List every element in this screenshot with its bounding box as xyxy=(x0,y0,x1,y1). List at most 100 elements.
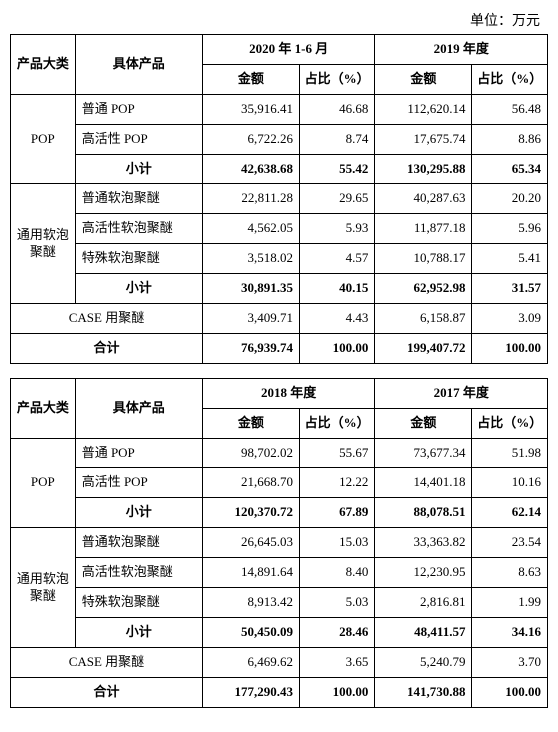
product-cell: 普通软泡聚醚 xyxy=(75,528,202,558)
total-label: 合计 xyxy=(11,333,203,363)
amount-cell: 6,722.26 xyxy=(202,124,299,154)
col-amount: 金额 xyxy=(375,408,472,438)
col-category: 产品大类 xyxy=(11,378,76,438)
col-period1: 2020 年 1-6 月 xyxy=(202,35,375,65)
case-row: CASE 用聚醚3,409.714.436,158.873.09 xyxy=(11,304,548,334)
unit-label: 单位：万元 xyxy=(10,10,548,30)
percent-cell: 65.34 xyxy=(472,154,548,184)
amount-cell: 42,638.68 xyxy=(202,154,299,184)
percent-cell: 8.74 xyxy=(299,124,374,154)
percent-cell: 34.16 xyxy=(472,617,548,647)
amount-cell: 12,230.95 xyxy=(375,558,472,588)
amount-cell: 98,702.02 xyxy=(202,438,299,468)
subtotal-label: 小计 xyxy=(75,274,202,304)
col-percent: 占比（%） xyxy=(299,408,374,438)
product-cell: 普通 POP xyxy=(75,94,202,124)
percent-cell: 100.00 xyxy=(299,677,374,707)
col-percent: 占比（%） xyxy=(299,64,374,94)
amount-cell: 30,891.35 xyxy=(202,274,299,304)
percent-cell: 5.41 xyxy=(472,244,548,274)
percent-cell: 12.22 xyxy=(299,468,374,498)
col-period1: 2018 年度 xyxy=(202,378,375,408)
amount-cell: 141,730.88 xyxy=(375,677,472,707)
amount-cell: 6,469.62 xyxy=(202,647,299,677)
amount-cell: 6,158.87 xyxy=(375,304,472,334)
product-cell: 特殊软泡聚醚 xyxy=(75,244,202,274)
subtotal-label: 小计 xyxy=(75,154,202,184)
percent-cell: 4.57 xyxy=(299,244,374,274)
percent-cell: 31.57 xyxy=(472,274,548,304)
amount-cell: 40,287.63 xyxy=(375,184,472,214)
case-label: CASE 用聚醚 xyxy=(11,304,203,334)
amount-cell: 120,370.72 xyxy=(202,498,299,528)
data-table: 产品大类具体产品2018 年度2017 年度金额占比（%）金额占比（%）POP普… xyxy=(10,378,548,708)
col-percent: 占比（%） xyxy=(472,408,548,438)
percent-cell: 4.43 xyxy=(299,304,374,334)
percent-cell: 100.00 xyxy=(299,333,374,363)
total-row: 合计177,290.43100.00141,730.88100.00 xyxy=(11,677,548,707)
table-row: 通用软泡聚醚普通软泡聚醚26,645.0315.0333,363.8223.54 xyxy=(11,528,548,558)
amount-cell: 88,078.51 xyxy=(375,498,472,528)
percent-cell: 8.63 xyxy=(472,558,548,588)
total-row: 合计76,939.74100.00199,407.72100.00 xyxy=(11,333,548,363)
amount-cell: 73,677.34 xyxy=(375,438,472,468)
product-cell: 普通 POP xyxy=(75,438,202,468)
amount-cell: 199,407.72 xyxy=(375,333,472,363)
table-row: 高活性 POP6,722.268.7417,675.748.86 xyxy=(11,124,548,154)
table-row: 特殊软泡聚醚8,913.425.032,816.811.99 xyxy=(11,588,548,618)
amount-cell: 130,295.88 xyxy=(375,154,472,184)
category-cell: POP xyxy=(11,438,76,528)
percent-cell: 100.00 xyxy=(472,677,548,707)
percent-cell: 5.96 xyxy=(472,214,548,244)
product-cell: 普通软泡聚醚 xyxy=(75,184,202,214)
percent-cell: 55.67 xyxy=(299,438,374,468)
data-table: 产品大类具体产品2020 年 1-6 月2019 年度金额占比（%）金额占比（%… xyxy=(10,34,548,364)
col-amount: 金额 xyxy=(375,64,472,94)
col-amount: 金额 xyxy=(202,408,299,438)
col-category: 产品大类 xyxy=(11,35,76,95)
amount-cell: 33,363.82 xyxy=(375,528,472,558)
percent-cell: 29.65 xyxy=(299,184,374,214)
percent-cell: 67.89 xyxy=(299,498,374,528)
total-label: 合计 xyxy=(11,677,203,707)
percent-cell: 40.15 xyxy=(299,274,374,304)
table-row: 高活性软泡聚醚14,891.648.4012,230.958.63 xyxy=(11,558,548,588)
col-percent: 占比（%） xyxy=(472,64,548,94)
amount-cell: 48,411.57 xyxy=(375,617,472,647)
amount-cell: 26,645.03 xyxy=(202,528,299,558)
amount-cell: 2,816.81 xyxy=(375,588,472,618)
amount-cell: 14,401.18 xyxy=(375,468,472,498)
amount-cell: 177,290.43 xyxy=(202,677,299,707)
amount-cell: 35,916.41 xyxy=(202,94,299,124)
amount-cell: 10,788.17 xyxy=(375,244,472,274)
subtotal-label: 小计 xyxy=(75,498,202,528)
amount-cell: 11,877.18 xyxy=(375,214,472,244)
col-amount: 金额 xyxy=(202,64,299,94)
amount-cell: 3,409.71 xyxy=(202,304,299,334)
percent-cell: 55.42 xyxy=(299,154,374,184)
percent-cell: 10.16 xyxy=(472,468,548,498)
percent-cell: 100.00 xyxy=(472,333,548,363)
amount-cell: 5,240.79 xyxy=(375,647,472,677)
table-row: 高活性软泡聚醚4,562.055.9311,877.185.96 xyxy=(11,214,548,244)
category-cell: 通用软泡聚醚 xyxy=(11,528,76,648)
amount-cell: 8,913.42 xyxy=(202,588,299,618)
case-row: CASE 用聚醚6,469.623.655,240.793.70 xyxy=(11,647,548,677)
amount-cell: 3,518.02 xyxy=(202,244,299,274)
amount-cell: 22,811.28 xyxy=(202,184,299,214)
percent-cell: 28.46 xyxy=(299,617,374,647)
product-cell: 高活性 POP xyxy=(75,124,202,154)
percent-cell: 56.48 xyxy=(472,94,548,124)
subtotal-label: 小计 xyxy=(75,617,202,647)
subtotal-row: 小计50,450.0928.4648,411.5734.16 xyxy=(11,617,548,647)
product-cell: 特殊软泡聚醚 xyxy=(75,588,202,618)
amount-cell: 112,620.14 xyxy=(375,94,472,124)
product-cell: 高活性软泡聚醚 xyxy=(75,558,202,588)
percent-cell: 3.09 xyxy=(472,304,548,334)
amount-cell: 21,668.70 xyxy=(202,468,299,498)
percent-cell: 8.40 xyxy=(299,558,374,588)
percent-cell: 20.20 xyxy=(472,184,548,214)
category-cell: 通用软泡聚醚 xyxy=(11,184,76,304)
percent-cell: 3.70 xyxy=(472,647,548,677)
subtotal-row: 小计30,891.3540.1562,952.9831.57 xyxy=(11,274,548,304)
